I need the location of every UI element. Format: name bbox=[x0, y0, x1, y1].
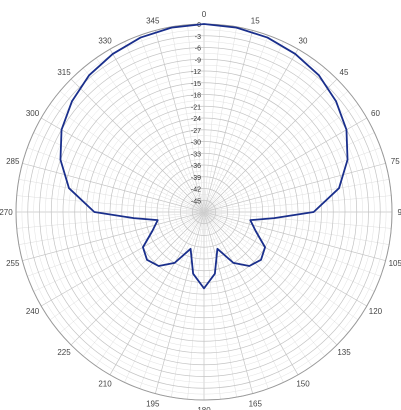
grid-ring bbox=[121, 129, 287, 295]
angle-tick-label: 45 bbox=[340, 68, 349, 77]
grid-ring bbox=[115, 123, 293, 301]
angle-tick-label: 195 bbox=[146, 399, 160, 408]
radial-tick-label: -42 bbox=[191, 187, 201, 194]
angle-tick-label: 30 bbox=[299, 37, 308, 46]
radial-tick-label: -18 bbox=[191, 93, 201, 100]
radial-tick-label: -45 bbox=[191, 198, 201, 205]
series-line bbox=[59, 23, 349, 290]
grid-ring bbox=[109, 117, 299, 307]
grid-ring bbox=[103, 111, 305, 313]
series bbox=[59, 23, 349, 290]
radial-tick-label: -15 bbox=[191, 81, 201, 88]
angle-tick-label: 165 bbox=[249, 399, 263, 408]
grid-ring bbox=[197, 205, 211, 219]
grid-ring bbox=[80, 88, 328, 336]
grid-ring bbox=[191, 199, 217, 225]
angle-tick-label: 225 bbox=[57, 348, 71, 357]
grid-ring bbox=[50, 58, 358, 366]
grid-ring bbox=[174, 182, 234, 242]
radial-tick-label: -9 bbox=[195, 57, 201, 64]
radial-tick-label: -3 bbox=[195, 34, 201, 41]
angle-tick-label: 105 bbox=[389, 259, 401, 268]
angle-tick-label: 210 bbox=[98, 379, 112, 388]
radial-tick-label: -21 bbox=[191, 104, 201, 111]
angle-tick-label: 0 bbox=[202, 10, 207, 19]
grid-ring bbox=[39, 47, 369, 377]
radial-tick-labels: 0 -3 -6 -9 -12 -15 -18 -21 -24 -27 -30 -33 -36 -39 -42… bbox=[191, 22, 201, 205]
radial-tick-label: -6 bbox=[195, 46, 201, 53]
grid-ring bbox=[68, 76, 340, 348]
grid-ring bbox=[56, 64, 352, 360]
grid-ring bbox=[150, 158, 258, 266]
grid-ring bbox=[45, 53, 363, 371]
grid-ring bbox=[186, 194, 222, 230]
angle-tick-label: 285 bbox=[6, 157, 20, 166]
angle-tick-label: 315 bbox=[57, 68, 71, 77]
grid-ring bbox=[86, 94, 322, 330]
radial-tick-label: -27 bbox=[191, 128, 201, 135]
radial-tick-label: 0 bbox=[197, 22, 201, 29]
angle-tick-label: 240 bbox=[26, 307, 40, 316]
angle-tick-label: 75 bbox=[391, 157, 400, 166]
radial-tick-label: -39 bbox=[191, 175, 201, 182]
grid-ring bbox=[139, 147, 269, 277]
grid bbox=[15, 23, 393, 401]
radial-tick-label: -12 bbox=[191, 69, 201, 76]
angle-tick-label: 60 bbox=[371, 109, 380, 118]
angle-tick-labels: 0 15 30 45 60 75 90 105 120 135 150 165 180 195 210 225… bbox=[0, 10, 401, 410]
angle-tick-label: 255 bbox=[6, 259, 20, 268]
angle-tick-label: 15 bbox=[251, 17, 260, 26]
grid-ring bbox=[62, 70, 346, 354]
grid-ring bbox=[133, 141, 275, 283]
angle-tick-label: 150 bbox=[296, 379, 310, 388]
grid-ring bbox=[33, 41, 375, 383]
grid-ring bbox=[162, 170, 246, 254]
grid-ring bbox=[156, 164, 252, 260]
angle-tick-label: 135 bbox=[337, 348, 351, 357]
angle-tick-label: 90 bbox=[398, 208, 401, 217]
grid-ring bbox=[168, 176, 240, 248]
grid-ring bbox=[144, 152, 264, 272]
angle-tick-label: 330 bbox=[98, 37, 112, 46]
radial-tick-label: -33 bbox=[191, 151, 201, 158]
grid-ring bbox=[21, 29, 387, 395]
angle-tick-label: 300 bbox=[26, 109, 40, 118]
angle-tick-label: 180 bbox=[197, 406, 211, 410]
grid-ring bbox=[92, 100, 316, 324]
grid-ring bbox=[27, 35, 381, 389]
angle-tick-label: 120 bbox=[369, 307, 383, 316]
grid-ring bbox=[74, 82, 334, 342]
radial-tick-label: -24 bbox=[191, 116, 201, 123]
radial-tick-label: -30 bbox=[191, 140, 201, 147]
angle-tick-label: 345 bbox=[146, 17, 160, 26]
angle-tick-label: 270 bbox=[0, 208, 13, 217]
radial-tick-label: -36 bbox=[191, 163, 201, 170]
grid-ring bbox=[180, 188, 228, 236]
